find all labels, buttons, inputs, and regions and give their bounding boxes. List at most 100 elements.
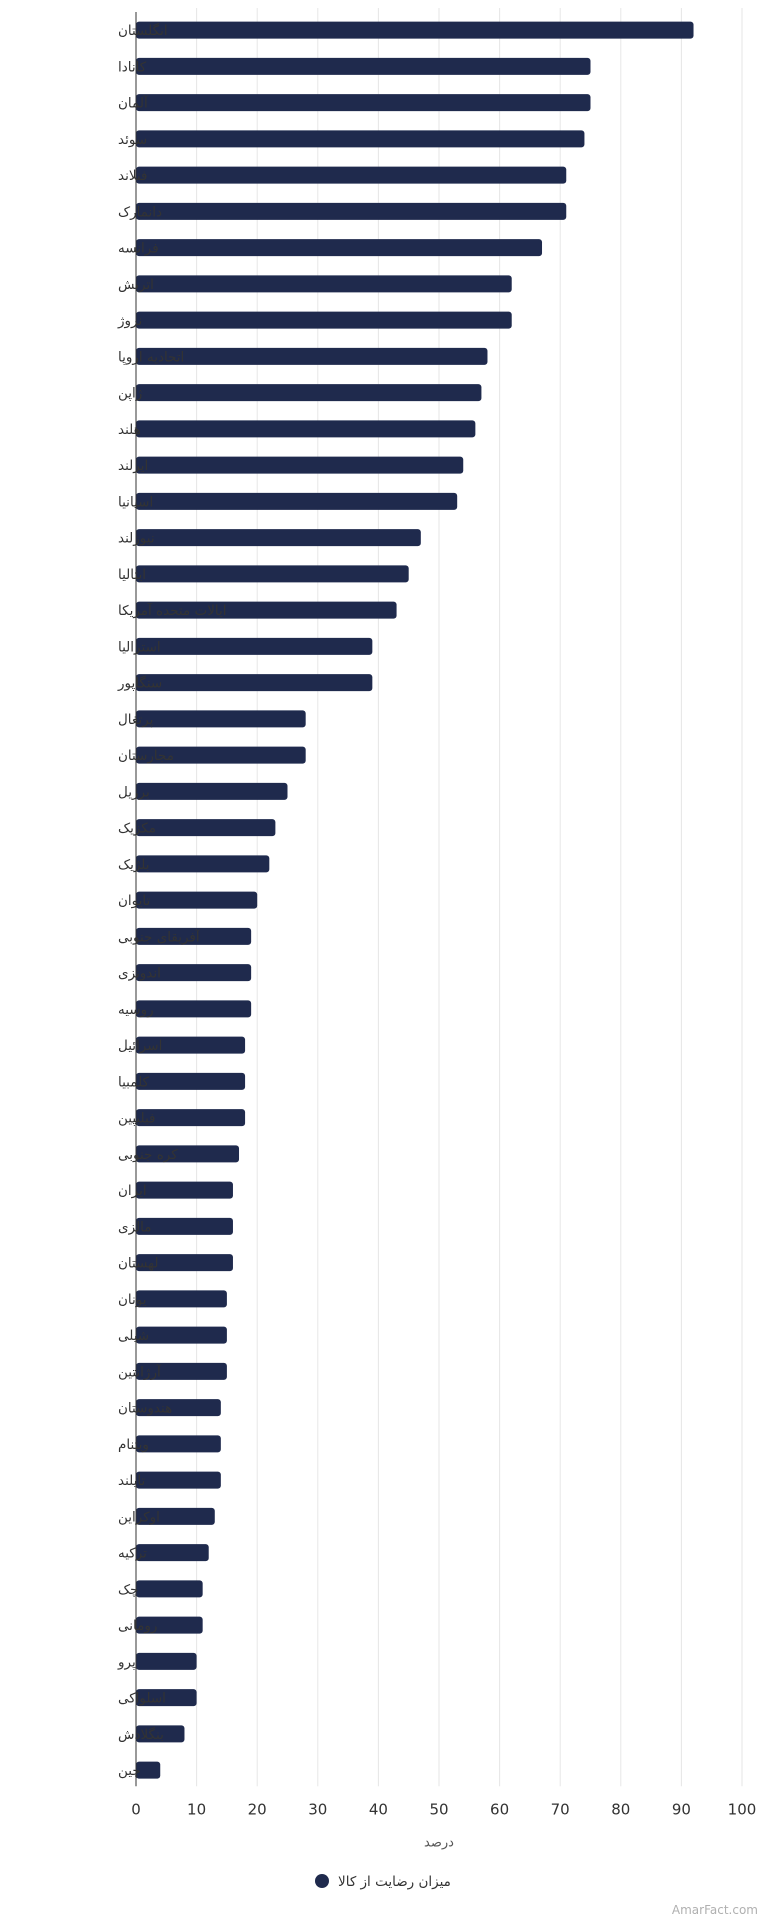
bar[interactable]	[136, 384, 482, 402]
bar[interactable]	[136, 1000, 252, 1018]
bar[interactable]	[136, 1399, 221, 1417]
category-label: لهستان	[118, 1256, 158, 1272]
bar[interactable]	[136, 1217, 233, 1235]
bar[interactable]	[136, 1580, 203, 1598]
category-label: بلژیک	[118, 857, 150, 873]
bar[interactable]	[136, 1109, 246, 1127]
bar[interactable]	[136, 1507, 215, 1525]
category-label: یونان	[118, 1292, 147, 1308]
category-label: فرانسه	[118, 241, 159, 257]
bar[interactable]	[136, 964, 252, 982]
category-label: آفریقای جنوبی	[118, 928, 201, 945]
category-label: آرژانتین	[118, 1363, 162, 1380]
bar[interactable]	[136, 529, 421, 547]
x-tick-label: 30	[308, 1800, 327, 1818]
bar[interactable]	[136, 456, 464, 474]
legend-marker-icon	[315, 1874, 329, 1888]
bar[interactable]	[136, 1036, 246, 1054]
legend[interactable]: میزان رضایت از کالا	[315, 1874, 451, 1890]
category-label: برزیل	[118, 784, 150, 800]
category-label: فنلاند	[118, 168, 147, 184]
x-tick-label: 0	[131, 1800, 141, 1818]
bar[interactable]	[136, 891, 258, 909]
category-label: ایرلند	[118, 458, 148, 474]
bar[interactable]	[136, 57, 591, 75]
bar[interactable]	[136, 601, 397, 619]
bar[interactable]	[136, 492, 458, 510]
category-label: کلمبیا	[118, 1074, 150, 1090]
bar[interactable]	[136, 1544, 209, 1562]
category-label: انگلستان	[118, 22, 168, 39]
bar[interactable]	[136, 239, 543, 257]
category-label: چک	[118, 1582, 138, 1598]
x-tick-label: 40	[369, 1800, 388, 1818]
bar[interactable]	[136, 565, 409, 583]
category-label: بنگلادش	[118, 1726, 164, 1743]
bar[interactable]	[136, 202, 567, 220]
category-label: ایران	[118, 1183, 147, 1199]
category-label: دانمارک	[118, 204, 162, 220]
legend-series-label: میزان رضایت از کالا	[338, 1874, 451, 1890]
bar[interactable]	[136, 347, 488, 365]
bar[interactable]	[136, 1145, 240, 1163]
x-tick-label: 70	[551, 1800, 570, 1818]
category-label: ویتنام	[118, 1437, 149, 1453]
category-label: شیلی	[118, 1328, 149, 1344]
bar[interactable]	[136, 21, 694, 39]
bar[interactable]	[136, 1435, 221, 1453]
category-label: کره جنوبی	[118, 1147, 178, 1163]
category-label: نروژ	[117, 313, 142, 329]
bars	[136, 21, 694, 1779]
category-label: اسرائیل	[118, 1038, 162, 1054]
category-label: ژاپن	[118, 386, 142, 402]
bar[interactable]	[136, 275, 512, 293]
category-label: استرالیا	[118, 639, 161, 655]
bar[interactable]	[136, 1616, 203, 1634]
bar[interactable]	[136, 1725, 185, 1743]
category-label: چین	[118, 1763, 141, 1779]
x-axis-title: درصد	[424, 1835, 454, 1850]
bar[interactable]	[136, 674, 373, 692]
bar[interactable]	[136, 710, 306, 728]
category-label: اسلواکی	[118, 1691, 166, 1707]
bar[interactable]	[136, 1326, 227, 1344]
category-labels: انگلستان کانادا آلمان سوئد فنلاند دانمارک فران…	[117, 22, 227, 1779]
bar[interactable]	[136, 1254, 233, 1272]
bar[interactable]	[136, 1761, 161, 1779]
bar[interactable]	[136, 1290, 227, 1308]
bar[interactable]	[136, 637, 373, 655]
x-tick-label: 10	[187, 1800, 206, 1818]
bar[interactable]	[136, 855, 270, 873]
category-label: کانادا	[118, 59, 147, 75]
category-label: مجارستان	[118, 748, 174, 764]
bar[interactable]	[136, 782, 288, 800]
bar[interactable]	[136, 1652, 197, 1670]
category-label: اوکراین	[118, 1509, 160, 1525]
bar[interactable]	[136, 819, 276, 837]
category-label: اندونزی	[118, 966, 161, 982]
bar[interactable]	[136, 311, 512, 329]
category-label: هندوستان	[118, 1401, 172, 1417]
bar[interactable]	[136, 166, 567, 184]
grid-lines	[196, 8, 743, 1787]
category-label: رومانی	[118, 1618, 157, 1634]
x-tick-label: 80	[611, 1800, 630, 1818]
x-tick-label: 60	[490, 1800, 509, 1818]
bar[interactable]	[136, 1471, 221, 1489]
category-label: اتحادیه اروپا	[118, 349, 184, 365]
bar[interactable]	[136, 1181, 233, 1199]
bar[interactable]	[136, 130, 585, 148]
bar[interactable]	[136, 1689, 197, 1707]
bar[interactable]	[136, 420, 476, 438]
bar[interactable]	[136, 94, 591, 112]
bar[interactable]	[136, 746, 306, 764]
bar[interactable]	[136, 1362, 227, 1380]
watermark: AmarFact.com	[672, 1903, 758, 1917]
category-label: سوئد	[118, 132, 147, 148]
category-label: پرو	[117, 1654, 136, 1670]
bar[interactable]	[136, 1072, 246, 1090]
x-tick-labels: 0 10 20 30 40 50 60 70 80 90 100	[131, 1800, 756, 1818]
category-label: آلمان	[118, 95, 149, 112]
bar[interactable]	[136, 927, 252, 945]
